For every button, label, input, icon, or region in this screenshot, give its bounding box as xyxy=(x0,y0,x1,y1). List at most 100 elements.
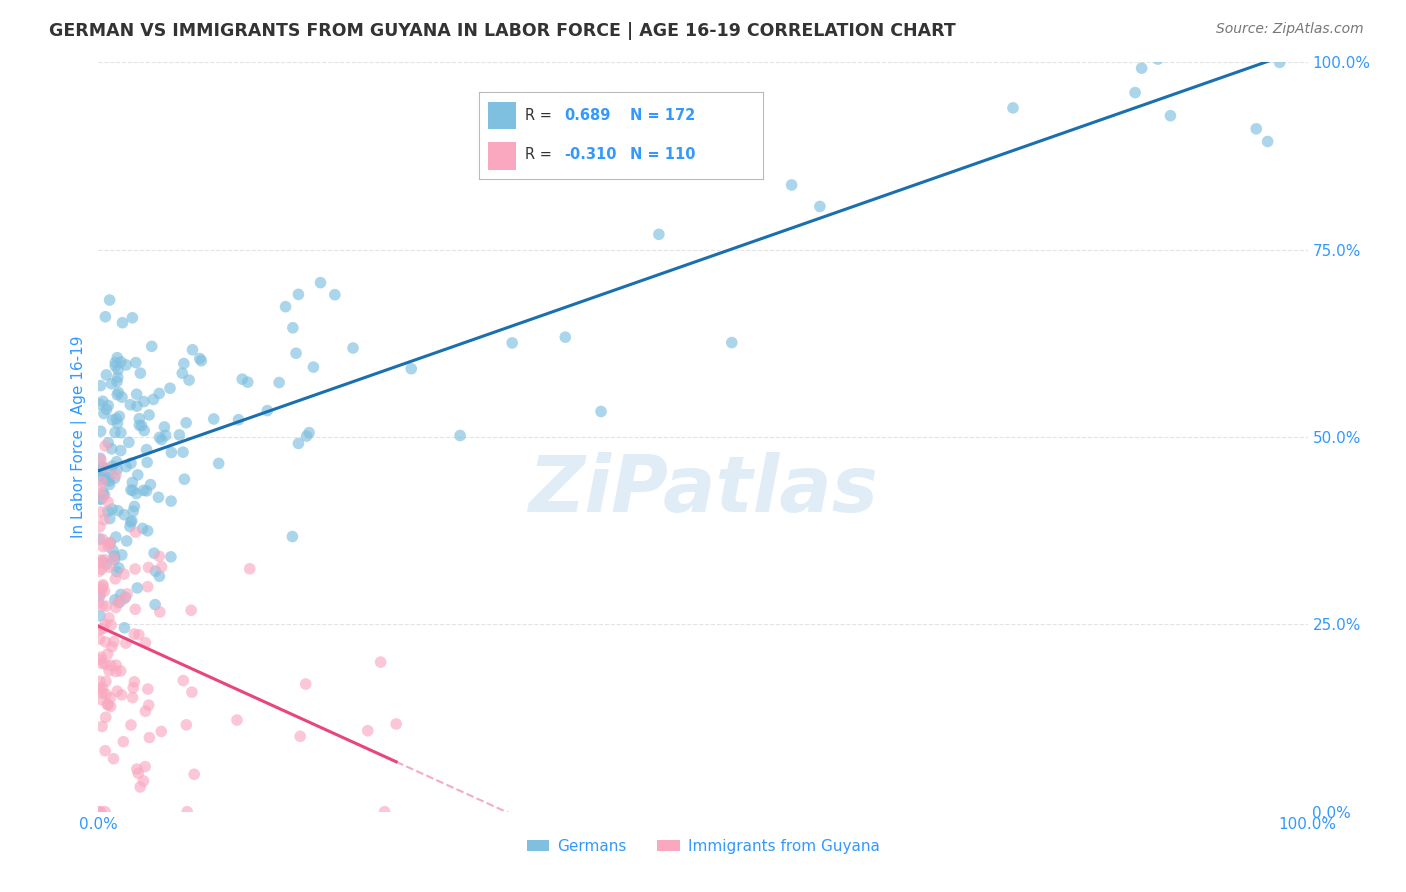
Point xyxy=(124,500,146,514)
Point xyxy=(110,587,132,601)
Point xyxy=(91,686,114,700)
Point xyxy=(105,658,128,673)
Point xyxy=(87,596,110,610)
Point xyxy=(115,358,138,372)
Point xyxy=(136,681,159,696)
Point xyxy=(239,562,262,576)
Point xyxy=(150,724,173,739)
Point xyxy=(104,572,127,586)
Point xyxy=(104,600,127,615)
Point xyxy=(138,698,160,713)
Point xyxy=(105,455,128,469)
Legend: Germans, Immigrants from Guyana: Germans, Immigrants from Guyana xyxy=(520,833,886,860)
Point xyxy=(111,390,134,404)
Point xyxy=(89,483,111,497)
Point xyxy=(104,355,127,369)
Point xyxy=(91,475,114,489)
Point xyxy=(97,435,120,450)
Point xyxy=(1268,55,1291,70)
Point xyxy=(100,376,122,391)
Point xyxy=(100,658,122,673)
Point xyxy=(108,595,131,609)
Point xyxy=(1123,86,1146,100)
Point xyxy=(208,457,231,471)
Point xyxy=(501,335,523,350)
Point xyxy=(89,463,111,477)
Point xyxy=(93,513,115,527)
Point xyxy=(648,227,671,242)
Point xyxy=(90,650,112,665)
Point xyxy=(1159,109,1181,123)
Point xyxy=(134,704,156,718)
Point xyxy=(110,664,132,678)
Point xyxy=(98,477,121,491)
Point xyxy=(1147,52,1170,66)
Point xyxy=(107,504,129,518)
Point xyxy=(589,404,612,418)
Point xyxy=(120,515,142,529)
Point xyxy=(98,293,121,307)
Point xyxy=(122,504,145,518)
Point xyxy=(132,774,155,789)
Point xyxy=(90,505,112,519)
Point xyxy=(120,398,142,412)
Point xyxy=(89,805,111,819)
Point xyxy=(143,546,166,560)
Point xyxy=(124,674,146,689)
Point xyxy=(104,552,127,566)
Point xyxy=(1257,135,1279,149)
Point xyxy=(103,752,125,766)
Point xyxy=(94,674,117,689)
Point xyxy=(89,532,111,546)
Point xyxy=(98,535,121,549)
Point xyxy=(132,483,155,498)
Point xyxy=(190,353,212,368)
Point xyxy=(112,567,135,582)
Point xyxy=(231,372,253,386)
Point xyxy=(98,474,121,488)
Point xyxy=(236,375,259,389)
Point xyxy=(97,540,120,554)
Point xyxy=(298,425,321,440)
Text: ZiPatlas: ZiPatlas xyxy=(529,451,877,527)
Point xyxy=(103,551,125,566)
Point xyxy=(172,366,194,380)
Point xyxy=(94,744,117,758)
Point xyxy=(89,632,111,647)
Point xyxy=(89,556,111,570)
Point xyxy=(1060,41,1083,55)
Point xyxy=(112,734,135,748)
Point xyxy=(107,595,129,609)
Text: GERMAN VS IMMIGRANTS FROM GUYANA IN LABOR FORCE | AGE 16-19 CORRELATION CHART: GERMAN VS IMMIGRANTS FROM GUYANA IN LABO… xyxy=(49,22,956,40)
Point xyxy=(91,681,114,695)
Point xyxy=(96,368,118,382)
Point xyxy=(135,442,157,457)
Point xyxy=(90,562,112,576)
Point xyxy=(131,418,153,433)
Point xyxy=(121,483,143,498)
Point xyxy=(160,445,183,459)
Point xyxy=(90,693,112,707)
Point xyxy=(89,589,111,603)
Point xyxy=(90,424,112,438)
Point xyxy=(159,381,181,395)
Point xyxy=(173,356,195,370)
Point xyxy=(90,656,112,670)
Point xyxy=(96,402,118,417)
Point xyxy=(294,677,316,691)
Point xyxy=(112,592,135,607)
Point xyxy=(101,458,124,473)
Point xyxy=(143,598,166,612)
Point xyxy=(183,767,205,781)
Point xyxy=(104,530,127,544)
Point xyxy=(94,687,117,701)
Point xyxy=(554,330,576,344)
Point xyxy=(176,805,198,819)
Point xyxy=(172,445,194,459)
Point xyxy=(188,351,211,366)
Point xyxy=(90,452,112,467)
Point xyxy=(89,491,111,506)
Point xyxy=(93,584,115,599)
Y-axis label: In Labor Force | Age 16-19: In Labor Force | Age 16-19 xyxy=(72,335,87,539)
Point xyxy=(94,310,117,324)
